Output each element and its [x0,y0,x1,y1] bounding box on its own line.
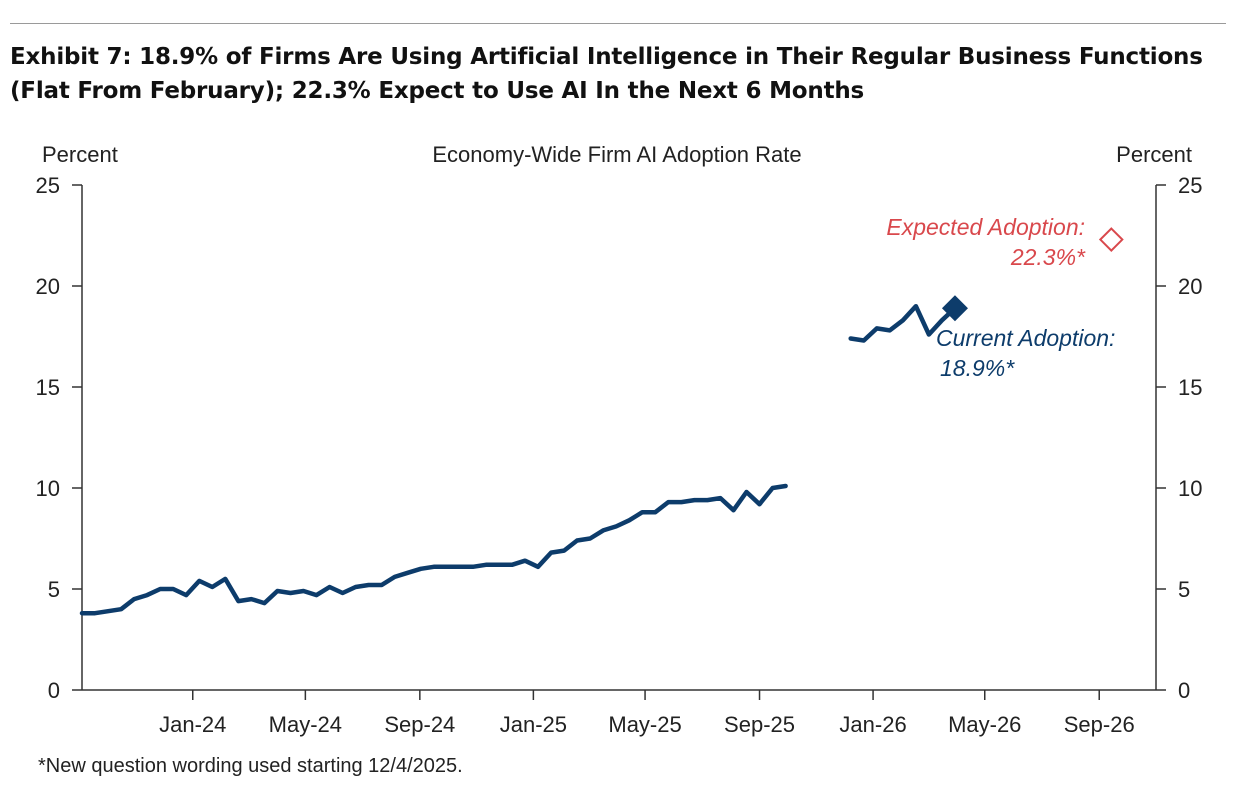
x-tick-label: Jan-25 [500,712,567,737]
chart-title: Economy-Wide Firm AI Adoption Rate [432,142,801,167]
expected-adoption-marker [1098,227,1124,252]
x-tick-label: May-24 [269,712,342,737]
current-adoption-value: 18.9%* [940,355,1015,381]
x-tick-label: Sep-24 [384,712,455,737]
y-tick-label-right: 5 [1178,577,1190,602]
adoption-series-line-1 [79,483,788,616]
y-tick-label-left: 5 [48,577,60,602]
top-rule [10,23,1226,24]
exhibit-title-line-1: Exhibit 7: 18.9% of Firms Are Using Arti… [10,44,1203,70]
x-tick-label: May-26 [948,712,1021,737]
current-adoption-label: Current Adoption: [936,325,1115,351]
y-axis-right-label: Percent [1116,142,1192,167]
y-tick-label-left: 15 [36,375,60,400]
x-tick-label: Jan-26 [839,712,906,737]
adoption-line-chart: Percent Economy-Wide Firm AI Adoption Ra… [36,142,1203,737]
expected-adoption-value: 22.3%* [1010,244,1086,270]
x-tick-label: Sep-25 [724,712,795,737]
y-tick-label-left: 0 [48,678,60,703]
x-tick-label: May-25 [608,712,681,737]
exhibit-title-line-2: (Flat From February); 22.3% Expect to Us… [10,78,865,104]
y-tick-label-left: 20 [36,274,60,299]
y-tick-label-right: 20 [1178,274,1202,299]
exhibit-title: Exhibit 7: 18.9% of Firms Are Using Arti… [10,40,1230,108]
footnote: *New question wording used starting 12/4… [38,755,463,777]
y-axis-left-label: Percent [42,142,118,167]
y-tick-label-right: 0 [1178,678,1190,703]
y-tick-label-left: 25 [36,173,60,198]
y-tick-label-right: 25 [1178,173,1202,198]
x-tick-label: Sep-26 [1064,712,1135,737]
y-tick-label-right: 10 [1178,476,1202,501]
current-adoption-marker [941,295,968,322]
x-tick-label: Jan-24 [159,712,226,737]
y-tick-label-left: 10 [36,476,60,501]
y-tick-label-right: 15 [1178,375,1202,400]
adoption-series-line-2 [848,303,958,343]
expected-adoption-label: Expected Adoption: [886,214,1085,240]
